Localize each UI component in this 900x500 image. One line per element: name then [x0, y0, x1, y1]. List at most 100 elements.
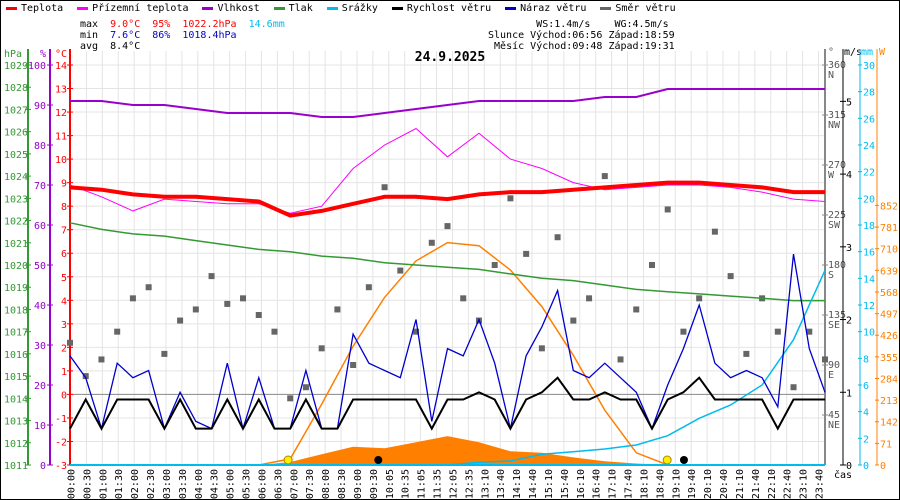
- temperature-tick-label: 6: [61, 249, 67, 260]
- humidity-tick-label: 100: [28, 61, 46, 72]
- temperature-tick-label: 8: [61, 202, 67, 213]
- legend-label: Srážky: [341, 3, 378, 14]
- wind-direction-mark: [428, 239, 435, 246]
- wind-direction-mark: [350, 362, 357, 368]
- x-tick-label: 19:40: [687, 469, 698, 499]
- direction-tick-compass: SE: [828, 320, 840, 331]
- wind-unit-label: m/s: [844, 47, 862, 58]
- max-pressure: 1022.2hPa: [182, 19, 237, 30]
- sunrise-icon: [283, 455, 293, 465]
- temperature-line: [69, 180, 825, 218]
- legend-swatch: [273, 7, 285, 10]
- direction-tick-compass: N: [828, 70, 834, 81]
- solar-tick-label: 142: [880, 418, 898, 429]
- x-tick-label: 04:30: [210, 469, 221, 499]
- wind-direction-mark: [177, 317, 184, 324]
- pressure-tick-label: 1029: [4, 61, 28, 72]
- humidity-tick-label: 70: [34, 181, 46, 192]
- x-tick-label: 12:05: [448, 469, 459, 499]
- ground-temperature-line: [69, 127, 826, 214]
- x-tick-label: 06:00: [257, 469, 268, 499]
- wind-direction-mark: [287, 395, 294, 402]
- wind-direction-mark: [318, 345, 325, 352]
- x-tick-label: 03:30: [178, 469, 189, 499]
- x-tick-label: 00:30: [82, 469, 93, 499]
- solar-radiation-area: [70, 436, 825, 465]
- legend-label: Tlak: [288, 3, 313, 14]
- stats-avg-label: avg: [80, 41, 99, 52]
- humidity-tick-label: 30: [34, 341, 46, 352]
- x-tick-label: 09:30: [369, 469, 380, 499]
- rain-tick-label: 30: [863, 61, 875, 72]
- rain-tick-label: 2: [863, 434, 869, 445]
- legend-swatch: [6, 7, 17, 10]
- wind-tick-label: 2: [846, 316, 852, 327]
- wind-direction-mark: [554, 234, 561, 241]
- temperature-unit-label: °C: [55, 49, 67, 60]
- pressure-tick-label: 1026: [4, 128, 28, 139]
- x-tick-label: 08:00: [321, 469, 332, 499]
- temperature-tick-label: -3: [55, 461, 67, 472]
- rain-tick-label: 8: [863, 354, 869, 365]
- direction-tick-compass: NW: [828, 120, 841, 131]
- wind-direction-mark: [633, 306, 640, 313]
- x-tick-label: 13:40: [496, 469, 507, 499]
- rain-tick-label: 26: [863, 114, 875, 125]
- wind-direction-mark: [570, 317, 577, 324]
- x-tick-label: 02:30: [146, 469, 157, 499]
- wind-speed-max: WS:1.4m/s: [536, 19, 591, 30]
- pressure-unit-label: hPa: [4, 49, 22, 60]
- x-tick-label: 23:40: [815, 469, 826, 499]
- temperature-tick-label: 4: [61, 296, 67, 307]
- max-temp: 9.0°C: [110, 19, 141, 30]
- pressure-tick-label: 1016: [4, 350, 28, 361]
- legend-label: Teplota: [21, 3, 64, 14]
- humidity-line: [70, 88, 825, 118]
- sun-label: Slunce: [488, 30, 525, 41]
- legend-swatch: [505, 7, 517, 10]
- direction-tick-label: 315: [828, 110, 846, 121]
- rain-line: [70, 269, 826, 466]
- x-tick-label: 07:30: [305, 469, 316, 499]
- humidity-tick-label: 20: [34, 381, 46, 392]
- max-humidity: 95%: [152, 19, 171, 30]
- pressure-tick-label: 1018: [4, 305, 28, 316]
- x-tick-label: 13:10: [480, 469, 491, 499]
- max-rain: 14.6mm: [248, 19, 285, 30]
- legend: Teplota Přízemní teplota Vlhkost Tlak Srážky…: [6, 3, 676, 14]
- legend-item: Srážky: [326, 3, 378, 14]
- x-tick-label: 18:40: [655, 469, 666, 499]
- solar-tick-label: 355: [880, 353, 898, 364]
- x-tick-label: 17:40: [624, 469, 635, 499]
- x-tick-label: 22:40: [783, 469, 794, 499]
- wind-direction-mark: [617, 356, 624, 363]
- wind-tick-label: 5: [846, 97, 852, 108]
- rain-tick-label: 14: [863, 274, 875, 285]
- legend-item: Náraz větru: [505, 3, 586, 14]
- x-tick-label: 21:10: [735, 469, 746, 499]
- x-tick-label: 09:00: [353, 469, 364, 499]
- x-tick-label: 16:40: [592, 469, 603, 499]
- legend-label: Rychlost větru: [406, 3, 492, 14]
- x-tick-label: 01:00: [98, 469, 109, 499]
- x-axis-label: čas: [834, 469, 852, 481]
- pressure-tick-label: 1019: [4, 283, 28, 294]
- min-pressure: 1018.4hPa: [182, 30, 237, 41]
- legend-swatch: [326, 7, 338, 10]
- direction-tick-label: 225: [828, 210, 846, 221]
- wind-direction-mark: [161, 350, 168, 357]
- temperature-tick-label: 9: [61, 179, 67, 190]
- astro-block: WS:1.4m/s WG:4.5m/s Slunce Východ:06:56 Z…: [488, 19, 675, 52]
- wind-gust-max: WG:4.5m/s: [614, 19, 669, 30]
- wind-direction-mark: [413, 328, 420, 335]
- x-tick-label: 05:00: [226, 469, 237, 499]
- wind-direction-mark: [460, 295, 467, 302]
- x-tick-label: 14:10: [512, 469, 523, 499]
- legend-label: Náraz větru: [520, 3, 587, 14]
- pressure-tick-label: 1021: [4, 239, 28, 250]
- moonset-icon: [679, 456, 688, 464]
- temperature-tick-label: 10: [55, 155, 67, 166]
- pressure-tick-label: 1025: [4, 150, 28, 161]
- rain-tick-label: 22: [863, 168, 875, 179]
- x-tick-label: 11:35: [433, 469, 444, 499]
